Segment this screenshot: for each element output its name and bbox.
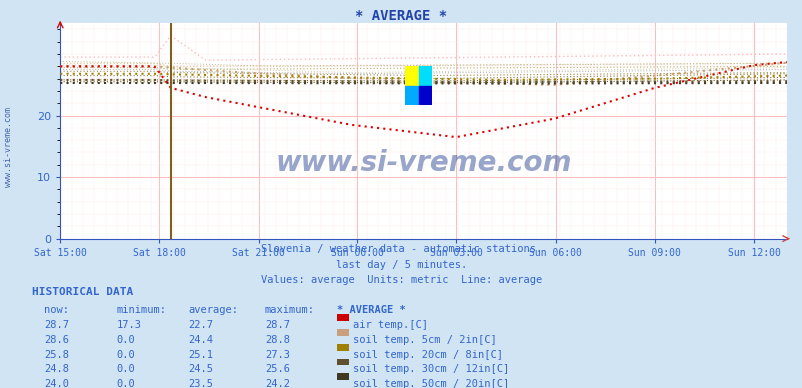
Text: soil temp. 30cm / 12in[C]: soil temp. 30cm / 12in[C]	[353, 364, 509, 374]
Text: Slovenia / weather data - automatic stations.: Slovenia / weather data - automatic stat…	[261, 244, 541, 255]
Text: 24.0: 24.0	[44, 379, 69, 388]
Text: 28.7: 28.7	[265, 320, 290, 330]
Text: last day / 5 minutes.: last day / 5 minutes.	[335, 260, 467, 270]
Text: 25.1: 25.1	[188, 350, 213, 360]
Text: 24.4: 24.4	[188, 335, 213, 345]
Text: average:: average:	[188, 305, 238, 315]
Text: minimum:: minimum:	[116, 305, 166, 315]
Text: 0.0: 0.0	[116, 335, 135, 345]
Text: 25.8: 25.8	[44, 350, 69, 360]
Text: 27.3: 27.3	[265, 350, 290, 360]
Text: HISTORICAL DATA: HISTORICAL DATA	[32, 287, 133, 297]
Text: soil temp. 20cm / 8in[C]: soil temp. 20cm / 8in[C]	[353, 350, 503, 360]
Text: www.si-vreme.com: www.si-vreme.com	[275, 149, 571, 177]
Text: air temp.[C]: air temp.[C]	[353, 320, 427, 330]
Text: 28.6: 28.6	[44, 335, 69, 345]
Text: Values: average  Units: metric  Line: average: Values: average Units: metric Line: aver…	[261, 275, 541, 286]
Text: 23.5: 23.5	[188, 379, 213, 388]
Text: 24.2: 24.2	[265, 379, 290, 388]
Text: www.si-vreme.com: www.si-vreme.com	[3, 107, 13, 187]
Text: 0.0: 0.0	[116, 350, 135, 360]
Text: 28.8: 28.8	[265, 335, 290, 345]
Bar	[418, 66, 431, 86]
Text: now:: now:	[44, 305, 69, 315]
Text: 17.3: 17.3	[116, 320, 141, 330]
Text: soil temp. 5cm / 2in[C]: soil temp. 5cm / 2in[C]	[353, 335, 496, 345]
Text: 22.7: 22.7	[188, 320, 213, 330]
Text: 0.0: 0.0	[116, 364, 135, 374]
Text: 0.0: 0.0	[116, 379, 135, 388]
Text: * AVERAGE *: * AVERAGE *	[355, 9, 447, 23]
Bar	[418, 86, 431, 105]
Text: 28.7: 28.7	[44, 320, 69, 330]
Text: 24.5: 24.5	[188, 364, 213, 374]
Text: 24.8: 24.8	[44, 364, 69, 374]
Text: maximum:: maximum:	[265, 305, 314, 315]
Bar	[405, 66, 418, 86]
Text: soil temp. 50cm / 20in[C]: soil temp. 50cm / 20in[C]	[353, 379, 509, 388]
Text: 25.6: 25.6	[265, 364, 290, 374]
Bar	[405, 86, 418, 105]
Text: * AVERAGE *: * AVERAGE *	[337, 305, 406, 315]
